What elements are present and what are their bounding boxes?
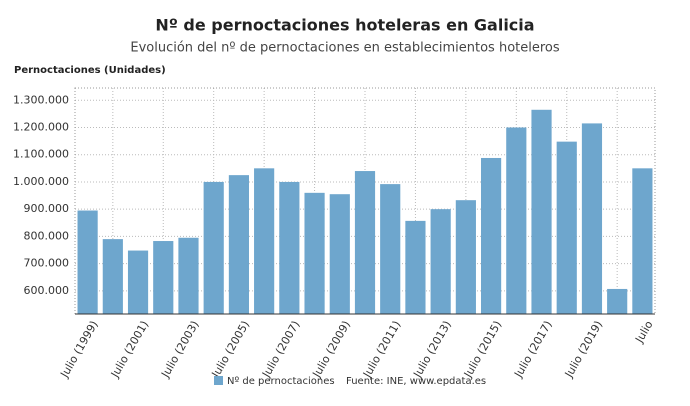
bar [178,237,199,314]
bar [77,210,98,314]
x-tick-label: Julio (2017) [511,319,554,381]
bar [127,250,149,314]
y-axis-label: Pernoctaciones (Unidades) [14,65,166,76]
bar [102,239,123,314]
x-tick-label: Julio (2003) [158,319,201,381]
x-tick-label: Julio (1999) [57,319,100,381]
x-tick-label: Julio (2001) [108,319,151,381]
chart-title: Nº de pernoctaciones hoteleras en Galici… [155,16,534,35]
y-tick-label: 700.000 [24,257,70,270]
chart-subtitle: Evolución del nº de pernoctaciones en es… [130,41,560,56]
bar [254,168,275,314]
y-tick-label: 1.300.000 [13,93,69,106]
source: Fuente: INE, www.epdata.es [346,376,486,387]
bar [405,220,426,314]
x-tick-label: Julio (2015) [461,318,504,380]
bar [607,288,628,314]
bar [581,123,603,315]
bar [153,241,174,314]
y-tick-label: 900.000 [24,202,70,215]
x-tick-label: Julio (2005) [209,319,252,381]
bar [354,171,376,314]
bar [380,184,401,314]
bar [329,194,350,314]
x-tick-label: Julio (2007) [259,319,302,381]
bar [556,141,577,314]
bar [531,109,552,314]
bar [481,157,502,314]
x-tick-label: Julio (2013) [411,319,454,381]
bar [279,181,300,314]
legend-swatch [214,376,223,385]
y-tick-label: 600.000 [24,284,70,297]
bar [304,192,325,314]
y-tick-label: 1.100.000 [13,148,69,161]
x-tick-label: Julio [632,318,655,346]
x-tick-label: Julio (2011) [360,319,403,381]
y-tick-label: 1.200.000 [13,120,69,133]
bar [455,200,476,314]
y-tick-label: 1.000.000 [13,175,69,188]
bar [203,181,224,314]
x-tick-label: Julio (2009) [310,319,353,381]
bar [506,127,527,314]
bar [430,209,451,314]
x-tick-label: Julio (2019) [562,319,605,381]
bar [632,168,653,314]
y-tick-label: 800.000 [24,229,70,242]
bar [228,175,249,314]
legend-label: Nº de pernoctaciones [227,376,335,387]
